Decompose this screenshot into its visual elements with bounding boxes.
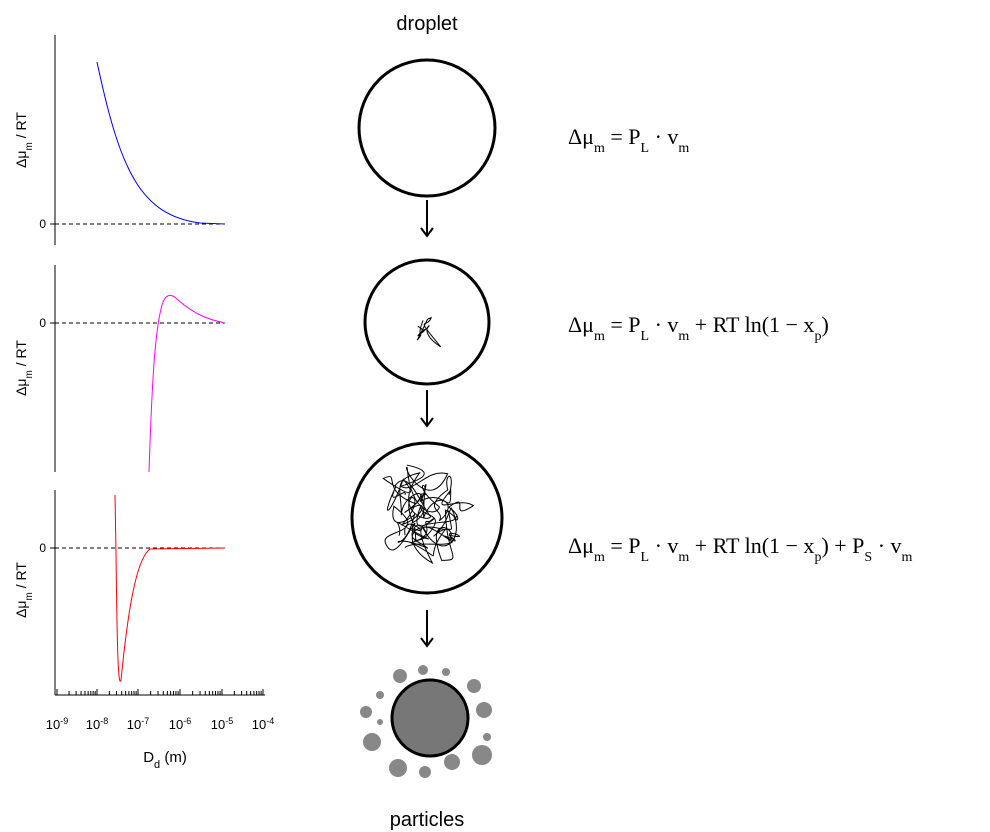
- polymer-chain: [421, 507, 460, 561]
- text-part: + RT ln(1 − x: [689, 533, 814, 558]
- text-part: Δμ: [568, 533, 594, 558]
- curve: [96, 61, 226, 225]
- polymer-chain: [416, 316, 442, 348]
- equation: Δμm = PL · vm: [568, 124, 689, 156]
- equation: Δμm = PL · vm + RT ln(1 − xp): [568, 312, 829, 344]
- text-part: + RT ln(1 − x: [689, 312, 814, 337]
- script: S: [864, 550, 872, 565]
- text-part: · v: [649, 533, 678, 558]
- y-axis-label: Δμm / RT: [13, 112, 35, 168]
- text-part: = P: [605, 312, 641, 337]
- script: -7: [141, 716, 149, 726]
- droplet-circle: [363, 258, 491, 386]
- zero-label: 0: [39, 217, 46, 231]
- script: m: [678, 329, 689, 344]
- script: -8: [100, 716, 108, 726]
- script: -4: [266, 716, 274, 726]
- particles: [360, 665, 492, 778]
- script: m: [594, 550, 605, 565]
- script: m: [902, 550, 913, 565]
- script: L: [641, 141, 650, 156]
- text-part: Δμ: [13, 151, 29, 168]
- y-axis-label: Δμm / RT: [13, 562, 35, 618]
- script: L: [641, 329, 650, 344]
- script: m: [678, 141, 689, 156]
- text-part: 10: [252, 717, 266, 732]
- polymer-chain: [399, 464, 449, 526]
- text-part: Δμ: [568, 312, 594, 337]
- script: m: [594, 329, 605, 344]
- text-part: = P: [605, 124, 641, 149]
- script: m: [24, 142, 35, 150]
- script: -6: [183, 716, 191, 726]
- script: m: [678, 550, 689, 565]
- text-part: Δμ: [13, 601, 29, 618]
- x-tick-label: 10-6: [169, 716, 191, 732]
- particle-core: [390, 678, 470, 758]
- arrows: [420, 200, 434, 648]
- text-part: D: [143, 749, 154, 766]
- x-tick-label: 10-4: [252, 716, 274, 732]
- text-part: / RT: [13, 112, 29, 143]
- text-part: ) + P: [821, 533, 864, 558]
- text-part: (m): [160, 749, 187, 766]
- script: -9: [60, 716, 68, 726]
- polymer-chain: [419, 475, 475, 522]
- text-part: Δμ: [568, 124, 594, 149]
- text-part: · v: [649, 124, 678, 149]
- text-part: 10: [46, 717, 60, 732]
- script: d: [154, 759, 160, 771]
- text-part: / RT: [13, 340, 29, 371]
- script: p: [814, 329, 821, 344]
- text-part: · v: [649, 312, 678, 337]
- droplet-circle: [350, 441, 504, 595]
- diagram: [350, 58, 504, 778]
- text-part: ): [821, 312, 828, 337]
- x-axis-label: Dd (m): [143, 749, 187, 771]
- text-part: 10: [169, 717, 183, 732]
- equation: Δμm = PL · vm + RT ln(1 − xp) + PS · vm: [568, 533, 913, 565]
- x-tick-label: 10-5: [211, 716, 233, 732]
- text-part: Δμ: [13, 379, 29, 396]
- droplet-label: droplet: [396, 13, 458, 35]
- script: m: [24, 370, 35, 378]
- x-tick-label: 10-7: [127, 716, 149, 732]
- x-tick-label: 10-9: [46, 716, 68, 732]
- curve: [148, 294, 226, 473]
- zero-label: 0: [39, 541, 46, 555]
- text-part: 10: [86, 717, 100, 732]
- text-part: 10: [211, 717, 225, 732]
- x-tick-label: 10-8: [86, 716, 108, 732]
- plots: [50, 35, 265, 696]
- polymer-chains: [382, 316, 475, 565]
- script: L: [641, 550, 650, 565]
- curve: [114, 494, 226, 682]
- text-part: · v: [872, 533, 901, 558]
- script: m: [24, 592, 35, 600]
- polymer-chain: [404, 506, 454, 565]
- text-part: = P: [605, 533, 641, 558]
- droplet-circle: [357, 58, 497, 198]
- script: m: [594, 141, 605, 156]
- y-axis-label: Δμm / RT: [13, 340, 35, 396]
- script: -5: [225, 716, 233, 726]
- zero-label: 0: [39, 316, 46, 330]
- particles-label: particles: [390, 809, 464, 831]
- script: p: [814, 550, 821, 565]
- text-part: 10: [127, 717, 141, 732]
- text-part: / RT: [13, 562, 29, 593]
